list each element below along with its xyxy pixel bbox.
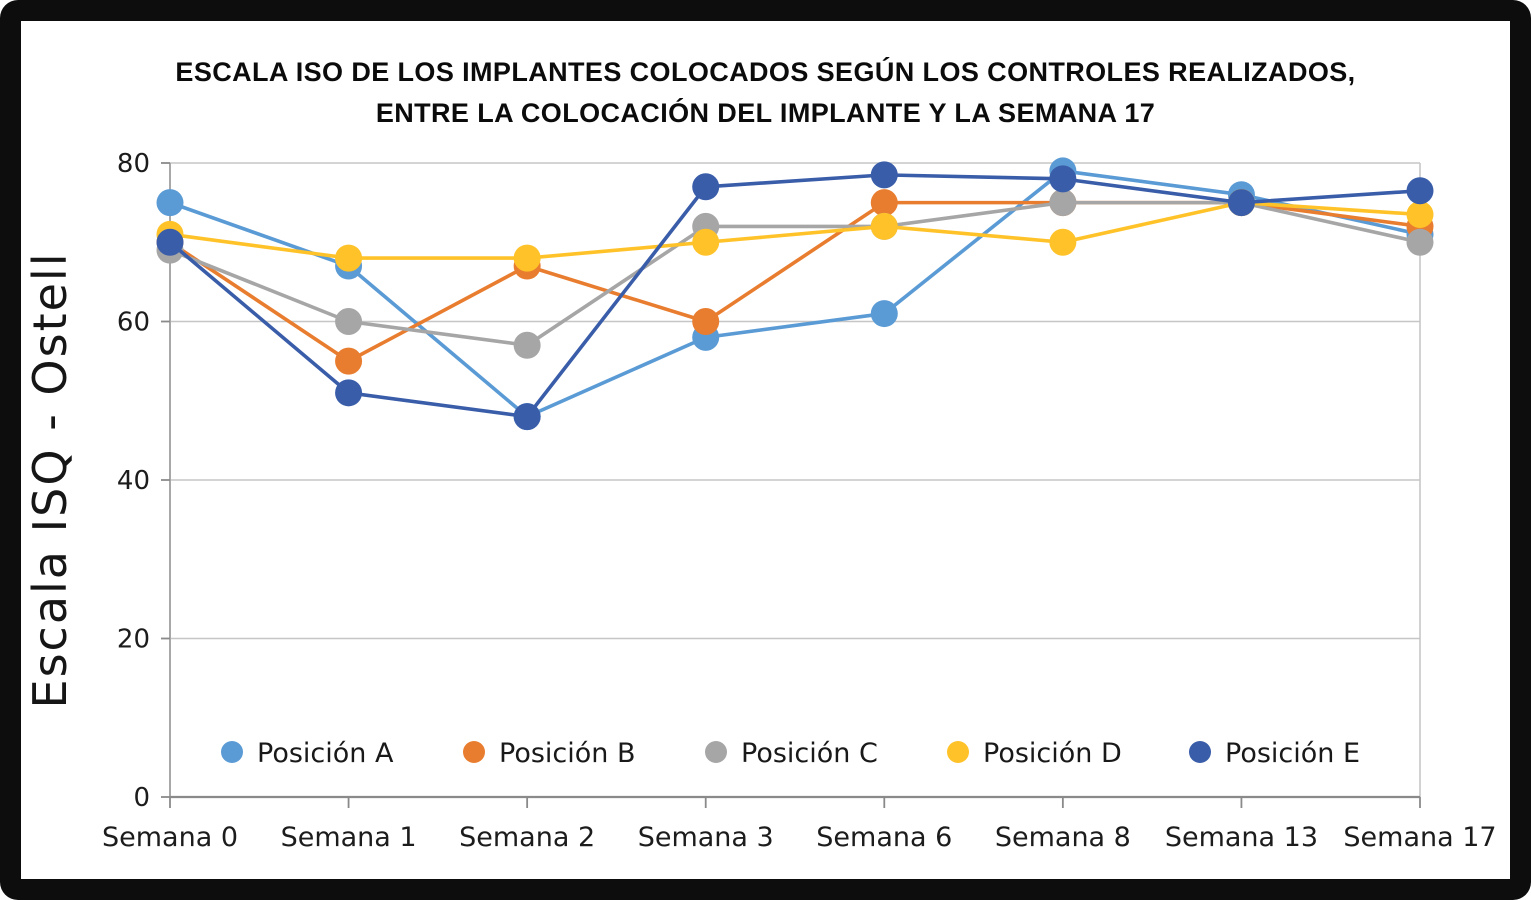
series-line-3 (168, 200, 1422, 260)
data-point-series4-x5 (1049, 165, 1077, 193)
data-point-series3-x7 (1406, 201, 1434, 229)
data-point-series2-x7 (1406, 228, 1434, 256)
data-point-series4-x1 (335, 379, 363, 407)
data-point-series3-x2 (513, 244, 541, 272)
chart-title-line-1: ESCALA ISO DE LOS IMPLANTES COLOCADOS SE… (175, 57, 1356, 87)
series-line-0 (168, 169, 1422, 419)
series-line-4 (168, 173, 1422, 419)
data-point-series1-x4 (870, 189, 898, 217)
x-tick-label-5: Semana 8 (995, 822, 1131, 853)
data-point-series0-x0 (156, 189, 184, 217)
y-tick-label-60: 60 (117, 308, 150, 338)
data-point-series3-x3 (692, 228, 720, 256)
data-point-series2-x5 (1049, 189, 1077, 217)
x-tick-label-4: Semana 6 (816, 822, 952, 853)
data-point-series2-x2 (513, 331, 541, 359)
legend-marker-3 (947, 741, 969, 763)
legend-label-0: Posición A (257, 738, 394, 769)
legend-marker-1 (463, 741, 485, 763)
data-point-series4-x7 (1406, 177, 1434, 205)
y-tick-label-80: 80 (117, 149, 150, 179)
data-point-series3-x1 (335, 244, 363, 272)
data-point-series3-x4 (870, 212, 898, 240)
legend-label-3: Posición D (983, 738, 1122, 769)
y-tick-label-20: 20 (117, 625, 150, 655)
x-tick-label-0: Semana 0 (102, 822, 238, 853)
legend-marker-2 (705, 741, 727, 763)
legend-label-4: Posición E (1225, 738, 1360, 769)
data-point-series4-x0 (156, 228, 184, 256)
legend-label-1: Posición B (499, 738, 636, 769)
y-tick-label-0: 0 (133, 783, 150, 813)
series-line-2 (168, 200, 1422, 348)
data-point-series4-x2 (513, 403, 541, 431)
data-point-series1-x3 (692, 308, 720, 335)
legend-label-2: Posición C (741, 738, 878, 769)
data-point-series4-x6 (1227, 189, 1255, 217)
x-tick-label-1: Semana 1 (281, 822, 417, 853)
x-tick-label-2: Semana 2 (459, 822, 595, 853)
data-point-series4-x3 (692, 173, 720, 201)
legend-marker-4 (1189, 741, 1211, 763)
x-tick-label-6: Semana 13 (1165, 822, 1318, 853)
legend-marker-0 (221, 741, 243, 763)
data-point-series0-x4 (870, 300, 898, 328)
data-point-series3-x5 (1049, 228, 1077, 256)
y-axis-title: Escala ISQ - Ostell (23, 252, 77, 709)
chart-title: ESCALA ISO DE LOS IMPLANTES COLOCADOS SE… (0, 52, 1531, 134)
x-tick-label-3: Semana 3 (638, 822, 774, 853)
x-tick-label-7: Semana 17 (1343, 822, 1496, 853)
data-point-series4-x4 (870, 161, 898, 189)
data-point-series1-x1 (335, 347, 363, 375)
chart-title-line-2: ENTRE LA COLOCACIÓN DEL IMPLANTE Y LA SE… (375, 98, 1156, 128)
data-point-series2-x1 (335, 308, 363, 335)
y-tick-label-40: 40 (117, 466, 150, 496)
